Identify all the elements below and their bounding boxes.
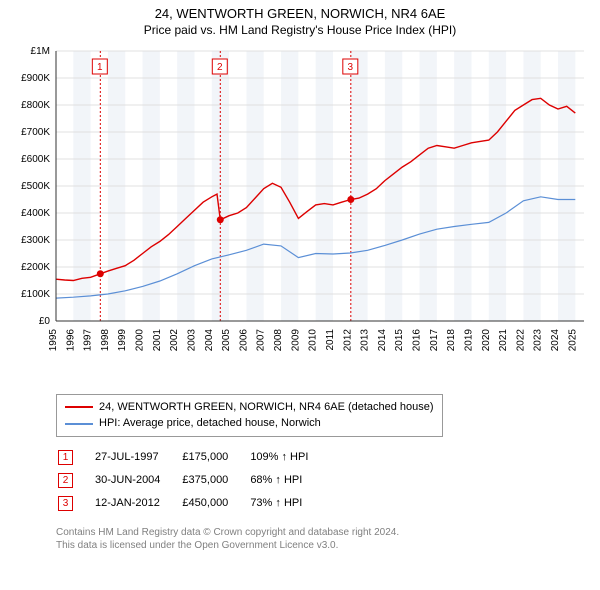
svg-text:2007: 2007 (256, 328, 267, 351)
svg-text:2018: 2018 (446, 328, 457, 351)
svg-text:2014: 2014 (377, 328, 388, 351)
svg-text:2023: 2023 (533, 328, 544, 351)
sale-price: £450,000 (182, 493, 248, 514)
svg-text:2012: 2012 (342, 328, 353, 351)
svg-text:1995: 1995 (48, 328, 59, 351)
svg-text:2015: 2015 (394, 328, 405, 351)
svg-text:2002: 2002 (169, 328, 180, 351)
svg-text:2005: 2005 (221, 328, 232, 351)
svg-text:2019: 2019 (463, 328, 474, 351)
svg-text:2020: 2020 (481, 328, 492, 351)
svg-text:2017: 2017 (429, 328, 440, 351)
svg-text:2008: 2008 (273, 328, 284, 351)
svg-text:3: 3 (348, 62, 354, 73)
sale-marker-badge: 1 (58, 450, 73, 465)
svg-text:2001: 2001 (152, 328, 163, 351)
svg-text:£500K: £500K (21, 181, 50, 192)
svg-text:2003: 2003 (186, 328, 197, 351)
svg-text:1998: 1998 (100, 328, 111, 351)
svg-text:2013: 2013 (360, 328, 371, 351)
sale-pct: 109% ↑ HPI (250, 447, 328, 468)
svg-text:2016: 2016 (412, 328, 423, 351)
svg-text:2: 2 (217, 62, 223, 73)
sale-pct: 68% ↑ HPI (250, 470, 328, 491)
sale-price: £375,000 (182, 470, 248, 491)
svg-text:2021: 2021 (498, 328, 509, 351)
svg-text:2010: 2010 (308, 328, 319, 351)
legend-row: 24, WENTWORTH GREEN, NORWICH, NR4 6AE (d… (65, 399, 434, 416)
sale-price: £175,000 (182, 447, 248, 468)
legend-label: 24, WENTWORTH GREEN, NORWICH, NR4 6AE (d… (99, 399, 434, 416)
sale-date: 27-JUL-1997 (95, 447, 180, 468)
legend-label: HPI: Average price, detached house, Norw… (99, 415, 321, 432)
footer-attribution: Contains HM Land Registry data © Crown c… (56, 526, 592, 552)
legend-color-line (65, 423, 93, 425)
table-row: 2 30-JUN-2004£375,00068% ↑ HPI (58, 470, 328, 491)
svg-text:2025: 2025 (567, 328, 578, 351)
svg-text:£300K: £300K (21, 235, 50, 246)
footer-line-2: This data is licensed under the Open Gov… (56, 539, 592, 552)
svg-text:2000: 2000 (135, 328, 146, 351)
svg-text:1997: 1997 (83, 328, 94, 351)
svg-text:2024: 2024 (550, 328, 561, 351)
sales-table: 1 27-JUL-1997£175,000109% ↑ HPI 2 30-JUN-20… (56, 445, 330, 516)
svg-text:£100K: £100K (21, 289, 50, 300)
legend-color-line (65, 406, 93, 408)
sale-marker-badge: 2 (58, 473, 73, 488)
svg-text:£600K: £600K (21, 154, 50, 165)
svg-text:2022: 2022 (515, 328, 526, 351)
sale-pct: 73% ↑ HPI (250, 493, 328, 514)
svg-text:2011: 2011 (325, 328, 336, 350)
svg-text:£900K: £900K (21, 73, 50, 84)
svg-text:2009: 2009 (290, 328, 301, 351)
sale-date: 30-JUN-2004 (95, 470, 180, 491)
svg-text:£800K: £800K (21, 100, 50, 111)
svg-text:£0: £0 (39, 316, 51, 327)
table-row: 1 27-JUL-1997£175,000109% ↑ HPI (58, 447, 328, 468)
sale-marker-badge: 3 (58, 496, 73, 511)
svg-text:£200K: £200K (21, 262, 50, 273)
svg-text:2004: 2004 (204, 328, 215, 351)
svg-text:1: 1 (97, 62, 103, 73)
sale-date: 12-JAN-2012 (95, 493, 180, 514)
svg-text:1996: 1996 (65, 328, 76, 351)
svg-text:2006: 2006 (238, 328, 249, 351)
svg-text:£1M: £1M (31, 46, 50, 57)
svg-text:£700K: £700K (21, 127, 50, 138)
legend: 24, WENTWORTH GREEN, NORWICH, NR4 6AE (d… (56, 394, 443, 437)
footer-line-1: Contains HM Land Registry data © Crown c… (56, 526, 592, 539)
price-chart: £0 £100K £200K £300K £400K £500K £600K £700K £80… (8, 43, 592, 388)
page-title: 24, WENTWORTH GREEN, NORWICH, NR4 6AE (8, 6, 592, 23)
legend-row: HPI: Average price, detached house, Norw… (65, 415, 434, 432)
page-subtitle: Price paid vs. HM Land Registry's House … (8, 23, 592, 37)
table-row: 3 12-JAN-2012£450,00073% ↑ HPI (58, 493, 328, 514)
svg-text:1999: 1999 (117, 328, 128, 351)
svg-text:£400K: £400K (21, 208, 50, 219)
